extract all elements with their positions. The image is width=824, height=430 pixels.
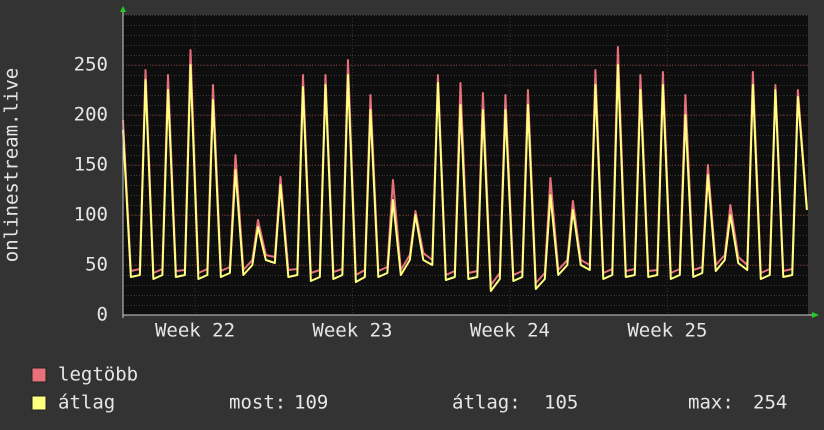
y-tick-label: 200 [74,104,108,126]
legend-swatch [31,395,47,411]
stat-value: 254 [753,392,787,414]
x-tick-label: Week 25 [627,320,707,342]
y-arrow [120,6,126,12]
legend-label: átlag [58,392,115,414]
x-tick-label: Week 22 [155,320,235,342]
x-tick-label: Week 23 [312,320,392,342]
legend-swatch [31,367,47,383]
stat-label: max: [688,392,734,414]
stat-label: átlag: [452,392,521,414]
y-tick-label: 100 [74,204,108,226]
legend-label: legtöbb [58,364,138,386]
stat-value: 105 [544,392,578,414]
series-line [122,64,808,292]
stat-label: most: [229,392,286,414]
y-tick-label: 250 [74,54,108,76]
stat-value: 109 [294,392,328,414]
x-tick-label: Week 24 [470,320,550,342]
y-axis-label: onlinestream.live [1,68,23,262]
y-tick-label: 150 [74,154,108,176]
y-tick-label: 50 [85,254,108,276]
y-tick-label: 0 [97,304,108,326]
x-arrow [812,312,819,318]
